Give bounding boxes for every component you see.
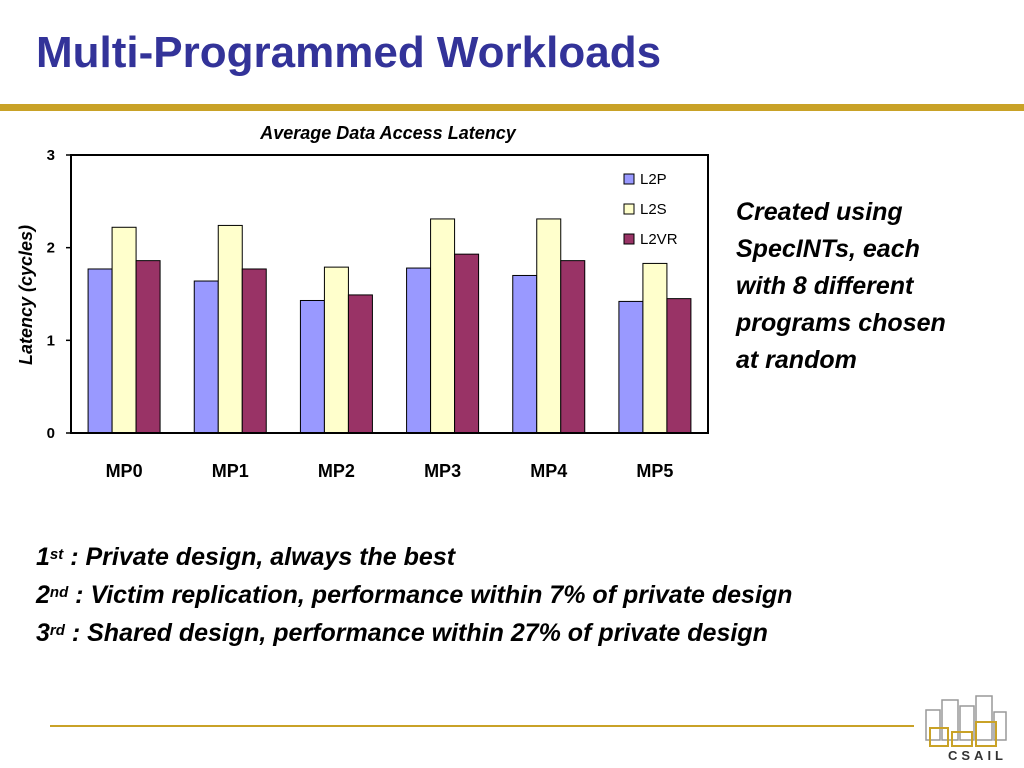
bar-l2s-mp1 <box>217 224 243 434</box>
side-note-line: programs chosen <box>736 309 946 337</box>
bar-l2s-mp0 <box>111 226 137 434</box>
bar-l2p-mp2 <box>299 299 325 434</box>
y-tick-label: 2 <box>47 240 55 257</box>
legend-swatch-l2p <box>623 173 635 185</box>
legend-label-l2p: L2P <box>640 171 667 188</box>
ranking-list: 1st : Private design, always the best 2n… <box>36 538 792 652</box>
plot-area-frame <box>70 154 709 434</box>
bar-l2s-mp2 <box>323 266 349 434</box>
side-note-line: SpecINTs, each <box>736 235 920 263</box>
bar-l2p-mp5 <box>618 300 644 434</box>
rank-text: : Victim replication, performance within… <box>68 581 793 609</box>
legend-label-l2s: L2S <box>640 201 667 218</box>
csail-logo-text: CSAIL <box>948 748 1007 763</box>
legend-swatch-l2vr <box>623 233 635 245</box>
bar-l2vr-mp0 <box>135 260 161 434</box>
bar-l2vr-mp2 <box>347 294 373 434</box>
legend-label-l2vr: L2VR <box>640 231 678 248</box>
bar-l2vr-mp1 <box>241 268 267 434</box>
bar-l2s-mp3 <box>430 218 456 434</box>
ranking-item: 2nd : Victim replication, performance wi… <box>36 576 792 614</box>
x-axis-ticks: MP0 MP1 MP2 MP3 MP4 MP5 <box>106 461 674 481</box>
rank-number: 2 <box>36 581 50 609</box>
side-note-line: with 8 different <box>736 272 914 300</box>
bar-l2p-mp4 <box>512 274 538 434</box>
side-note-line: at random <box>736 346 857 374</box>
rank-text: : Shared design, performance within 27% … <box>64 619 768 647</box>
side-note: Created using SpecINTs, each with 8 diff… <box>736 194 1016 379</box>
rank-suffix: nd <box>49 584 69 601</box>
bar-chart: Average Data Access Latency Latency (cyc… <box>16 123 709 481</box>
ranking-item: 3rd : Shared design, performance within … <box>36 614 792 652</box>
legend-swatch-l2s <box>623 203 635 215</box>
bar-l2vr-mp4 <box>560 260 586 434</box>
y-axis-ticks: 0 1 2 3 <box>47 147 71 442</box>
y-tick-label: 1 <box>47 332 55 349</box>
x-tick-label: MP0 <box>106 461 143 481</box>
x-tick-label: MP1 <box>212 461 249 481</box>
bar-l2p-mp0 <box>87 268 113 434</box>
bar-l2p-mp1 <box>193 280 219 434</box>
rank-number: 1 <box>36 543 50 571</box>
chart-title: Average Data Access Latency <box>259 123 516 143</box>
title-divider <box>0 104 1024 111</box>
x-tick-label: MP2 <box>318 461 355 481</box>
bar-l2s-mp5 <box>642 262 668 434</box>
y-axis-label: Latency (cycles) <box>16 225 36 365</box>
bar-l2vr-mp5 <box>666 298 692 434</box>
y-tick-label: 3 <box>47 147 55 164</box>
bar-l2s-mp4 <box>536 218 562 434</box>
x-tick-label: MP3 <box>424 461 461 481</box>
rank-text: : Private design, always the best <box>63 543 456 571</box>
y-tick-label: 0 <box>47 425 55 442</box>
x-tick-label: MP5 <box>636 461 673 481</box>
chart-legend: L2P L2S L2VR <box>617 168 701 254</box>
bar-series-group <box>87 218 692 434</box>
slide-title: Multi-Programmed Workloads <box>36 28 662 77</box>
rank-suffix: st <box>49 546 64 563</box>
x-tick-label: MP4 <box>530 461 567 481</box>
side-note-line: Created using <box>736 198 903 226</box>
rank-number: 3 <box>36 619 50 647</box>
bar-l2p-mp3 <box>406 267 432 434</box>
footer-divider <box>50 725 914 727</box>
rank-suffix: rd <box>49 622 65 639</box>
csail-logo-icon <box>925 695 1007 747</box>
ranking-item: 1st : Private design, always the best <box>36 538 792 576</box>
bar-l2vr-mp3 <box>454 253 480 434</box>
